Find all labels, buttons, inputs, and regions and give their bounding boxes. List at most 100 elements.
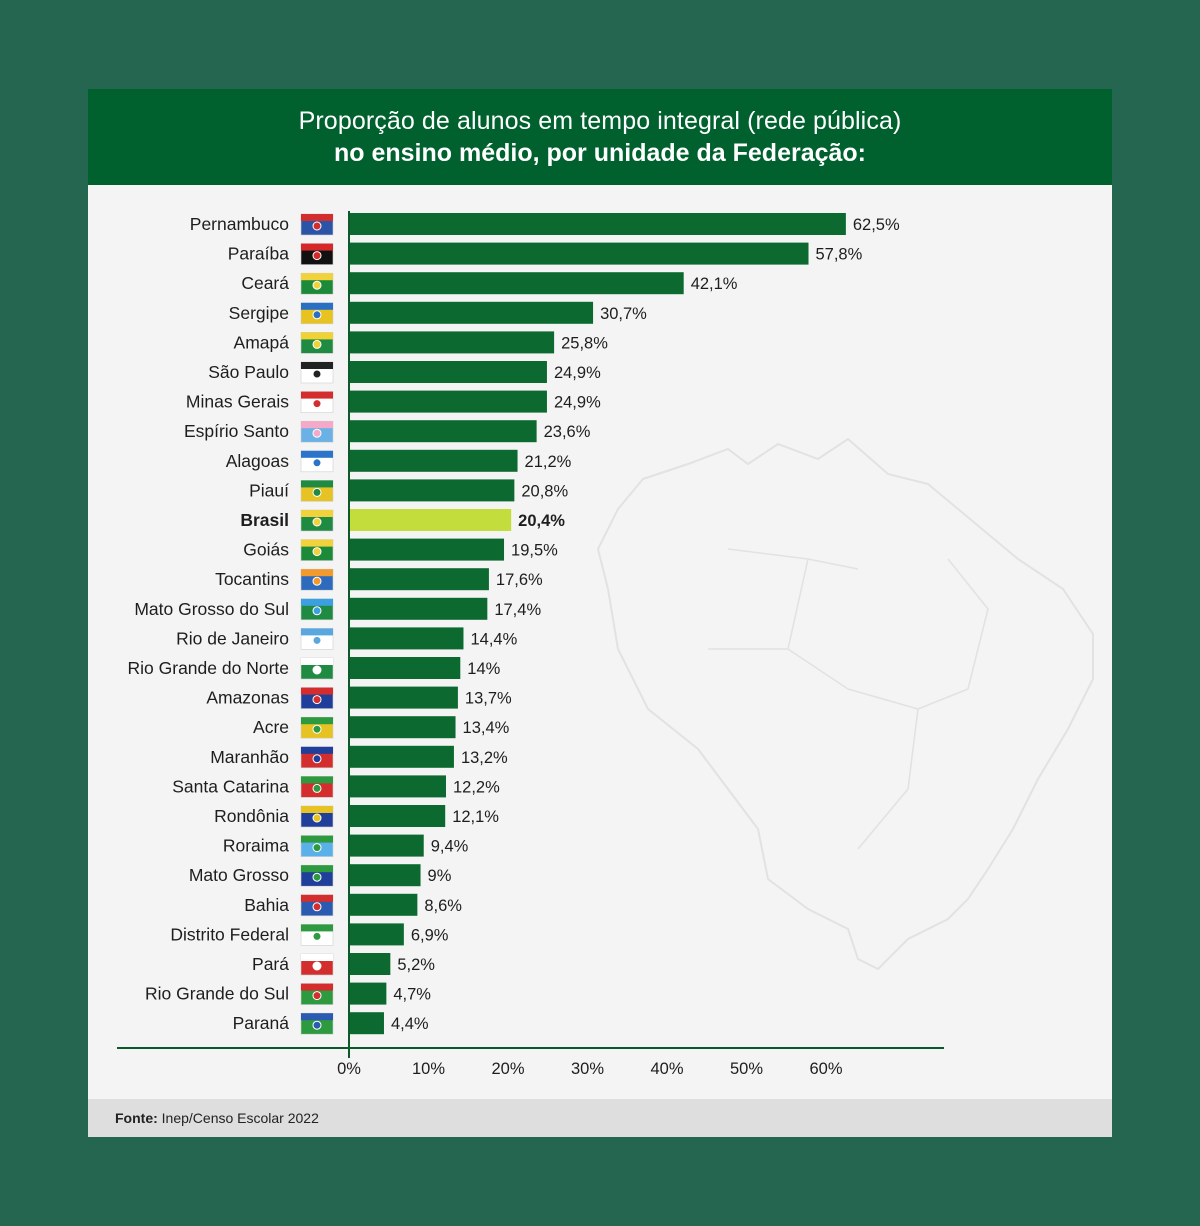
flag-espirito-santo-icon (301, 421, 333, 442)
category-label: Rondônia (214, 806, 289, 826)
category-label: Amapá (234, 332, 290, 352)
bar (350, 1012, 384, 1034)
category-label: Roraima (223, 836, 289, 856)
flag-sergipe-icon (301, 303, 333, 324)
flag-rio-grande-do-sul-icon (301, 984, 333, 1005)
flag-brasil-icon (301, 510, 333, 531)
x-tick-label: 50% (730, 1060, 763, 1078)
category-label: São Paulo (208, 362, 289, 382)
category-label: Tocantins (215, 569, 289, 589)
infographic-card: Proporção de alunos em tempo integral (r… (88, 89, 1112, 1137)
x-tick-label: 30% (571, 1060, 604, 1078)
category-label: Piauí (249, 480, 289, 500)
flag-santa-catarina-icon (301, 776, 333, 797)
bar (350, 657, 460, 679)
bar (350, 746, 454, 768)
bar (350, 983, 386, 1005)
category-label: Rio Grande do Sul (145, 984, 289, 1004)
value-label: 25,8% (561, 334, 608, 352)
flag-paraiba-icon (301, 244, 333, 265)
bar (350, 894, 417, 916)
flag-roraima-icon (301, 836, 333, 857)
flag-piaui-icon (301, 480, 333, 501)
bar (350, 420, 537, 442)
category-label: Goiás (243, 540, 289, 560)
flag-tocantins-icon (301, 569, 333, 590)
category-label: Minas Gerais (186, 392, 289, 412)
value-label: 14% (467, 660, 500, 678)
category-label: Rio de Janeiro (176, 628, 289, 648)
bar (350, 627, 463, 649)
bars-group: Pernambuco 62,5% Paraíba 57,8% Ceará 42,1% Ser… (128, 213, 900, 1034)
brazil-map-borders (708, 549, 988, 849)
flag-bahia-icon (301, 895, 333, 916)
value-label: 13,4% (463, 719, 510, 737)
category-label: Espírio Santo (184, 421, 289, 441)
value-label: 23,6% (544, 423, 591, 441)
category-label: Mato Grosso do Sul (134, 599, 289, 619)
flag-distrito-federal-icon (301, 924, 333, 945)
value-label: 9,4% (431, 838, 469, 856)
category-label: Distrito Federal (170, 924, 289, 944)
category-label: Sergipe (229, 303, 289, 323)
bar-chart: Pernambuco 62,5% Paraíba 57,8% Ceará 42,1% Ser… (88, 89, 1112, 1099)
flag-acre-icon (301, 717, 333, 738)
source-text: Fonte: Inep/Censo Escolar 2022 (115, 1110, 319, 1126)
category-label: Bahia (244, 895, 289, 915)
category-label: Paraná (233, 1013, 290, 1033)
flag-alagoas-icon (301, 451, 333, 472)
value-label: 57,8% (816, 246, 863, 264)
flag-maranhao-icon (301, 747, 333, 768)
bar (350, 213, 846, 235)
flag-parana-icon (301, 1013, 333, 1034)
category-label: Maranhão (210, 747, 289, 767)
category-label: Rio Grande do Norte (128, 658, 289, 678)
bar (350, 775, 446, 797)
bar (350, 953, 390, 975)
bar (350, 302, 593, 324)
category-label: Ceará (241, 273, 289, 293)
value-label: 9% (428, 867, 452, 885)
flag-goias-icon (301, 540, 333, 561)
x-tick-label: 60% (809, 1060, 842, 1078)
bar (350, 864, 421, 886)
bar (350, 805, 445, 827)
value-label: 4,4% (391, 1015, 429, 1033)
value-label: 17,4% (494, 601, 541, 619)
bar (350, 598, 487, 620)
value-label: 24,9% (554, 394, 601, 412)
flag-mato-grosso-icon (301, 865, 333, 886)
bar (350, 539, 504, 561)
flag-amazonas-icon (301, 688, 333, 709)
category-label: Amazonas (206, 688, 289, 708)
value-label: 8,6% (424, 897, 462, 915)
value-label: 5,2% (397, 956, 435, 974)
category-label: Brasil (240, 510, 289, 530)
bar (350, 331, 554, 353)
flag-ceara-icon (301, 273, 333, 294)
bar (350, 835, 424, 857)
x-tick-label: 20% (491, 1060, 524, 1078)
category-label: Acre (253, 717, 289, 737)
category-label: Mato Grosso (189, 865, 289, 885)
value-label: 24,9% (554, 364, 601, 382)
bar (350, 509, 511, 531)
value-label: 19,5% (511, 542, 558, 560)
value-label: 62,5% (853, 216, 900, 234)
flag-pernambuco-icon (301, 214, 333, 235)
flag-rio-grande-do-norte-icon (301, 658, 333, 679)
value-label: 6,9% (411, 926, 449, 944)
bar (350, 716, 456, 738)
bar (350, 479, 514, 501)
flag-para-icon (301, 954, 333, 975)
category-label: Alagoas (226, 451, 289, 471)
flag-amapa-icon (301, 332, 333, 353)
x-tick-label: 40% (650, 1060, 683, 1078)
value-label: 12,1% (452, 808, 499, 826)
value-label: 20,8% (521, 482, 568, 500)
value-label: 14,4% (470, 630, 517, 648)
bar (350, 687, 458, 709)
flag-minas-gerais-icon (301, 392, 333, 413)
x-tick-label: 10% (412, 1060, 445, 1078)
category-label: Santa Catarina (172, 776, 289, 796)
